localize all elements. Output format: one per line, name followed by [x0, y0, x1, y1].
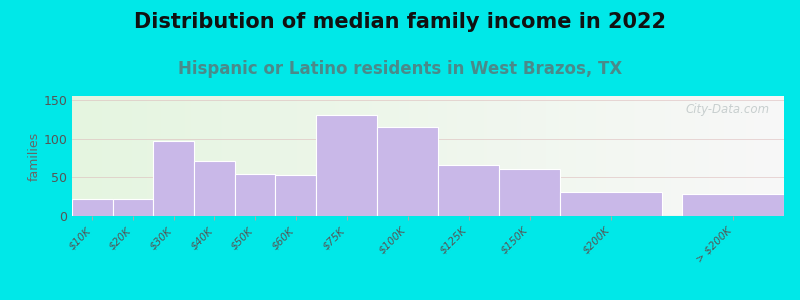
Bar [560, 192, 662, 216]
Bar [316, 116, 377, 216]
Bar [113, 199, 154, 216]
Bar [194, 161, 234, 216]
Bar [377, 127, 438, 216]
Bar [275, 175, 316, 216]
Bar [154, 141, 194, 216]
Bar [499, 169, 560, 216]
Text: Distribution of median family income in 2022: Distribution of median family income in … [134, 12, 666, 32]
Bar [438, 165, 499, 216]
Text: City-Data.com: City-Data.com [686, 103, 770, 116]
Bar [234, 174, 275, 216]
Bar [682, 194, 784, 216]
Bar [72, 199, 113, 216]
Text: Hispanic or Latino residents in West Brazos, TX: Hispanic or Latino residents in West Bra… [178, 60, 622, 78]
Y-axis label: families: families [27, 131, 41, 181]
